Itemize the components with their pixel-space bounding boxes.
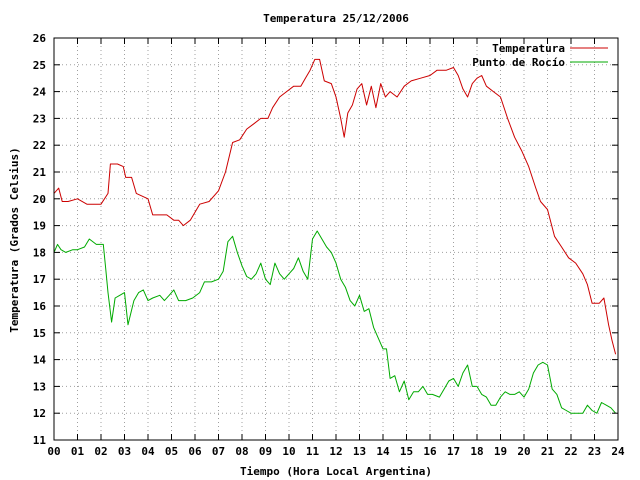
series-line-temperatura: [53, 58, 617, 355]
y-axis-label: Temperatura (Grados Celsius): [8, 147, 21, 332]
x-tick-label: 15: [400, 445, 413, 458]
x-tick-label: 04: [141, 445, 155, 458]
y-tick-label: 17: [33, 273, 46, 286]
x-tick-label: 24: [611, 445, 625, 458]
x-tick-label: 12: [329, 445, 342, 458]
x-tick-label: 22: [564, 445, 577, 458]
y-tick-label: 26: [33, 32, 47, 45]
y-tick-label: 24: [33, 86, 47, 99]
x-tick-label: 03: [118, 445, 131, 458]
x-tick-label: 06: [188, 445, 202, 458]
legend-label-punto-de-rocio: Punto de Rocío: [472, 56, 565, 69]
x-tick-label: 08: [235, 445, 248, 458]
y-tick-label: 19: [33, 220, 46, 233]
y-tick-label: 25: [33, 59, 46, 72]
tick-labels: 00 01 02 03 04 05 06 07 08 09 10 11 12 13 14 15 16 17 18 19…: [33, 32, 625, 458]
x-tick-label: 13: [353, 445, 366, 458]
x-tick-label: 09: [259, 445, 272, 458]
x-tick-label: 00: [47, 445, 60, 458]
y-tick-label: 21: [33, 166, 47, 179]
series-layer: [53, 58, 617, 414]
x-tick-label: 11: [306, 445, 320, 458]
y-tick-label: 18: [33, 246, 46, 259]
x-tick-label: 23: [588, 445, 601, 458]
x-tick-label: 16: [423, 445, 437, 458]
y-tick-label: 12: [33, 407, 46, 420]
chart-title: Temperatura 25/12/2006: [263, 12, 409, 25]
y-tick-label: 16: [33, 300, 47, 313]
x-tick-label: 02: [94, 445, 107, 458]
x-tick-label: 10: [282, 445, 295, 458]
y-tick-label: 14: [33, 354, 47, 367]
x-tick-label: 01: [71, 445, 85, 458]
x-tick-label: 21: [541, 445, 555, 458]
y-tick-label: 13: [33, 380, 46, 393]
x-tick-label: 19: [494, 445, 507, 458]
y-tick-label: 22: [33, 139, 46, 152]
y-tick-label: 20: [33, 193, 46, 206]
x-axis-label: Tiempo (Hora Local Argentina): [240, 465, 432, 478]
series-line-punto-de-rocio: [53, 230, 616, 414]
y-tick-label: 15: [33, 327, 46, 340]
x-tick-label: 17: [447, 445, 460, 458]
x-tick-label: 18: [470, 445, 483, 458]
legend: Temperatura Punto de Rocío: [472, 42, 608, 69]
grid: [54, 38, 618, 440]
ticks: [53, 37, 619, 441]
x-tick-label: 05: [165, 445, 178, 458]
y-tick-label: 23: [33, 112, 46, 125]
legend-label-temperatura: Temperatura: [492, 42, 565, 55]
x-tick-label: 20: [517, 445, 530, 458]
x-tick-label: 14: [376, 445, 390, 458]
x-tick-label: 07: [212, 445, 225, 458]
y-tick-label: 11: [33, 434, 47, 447]
